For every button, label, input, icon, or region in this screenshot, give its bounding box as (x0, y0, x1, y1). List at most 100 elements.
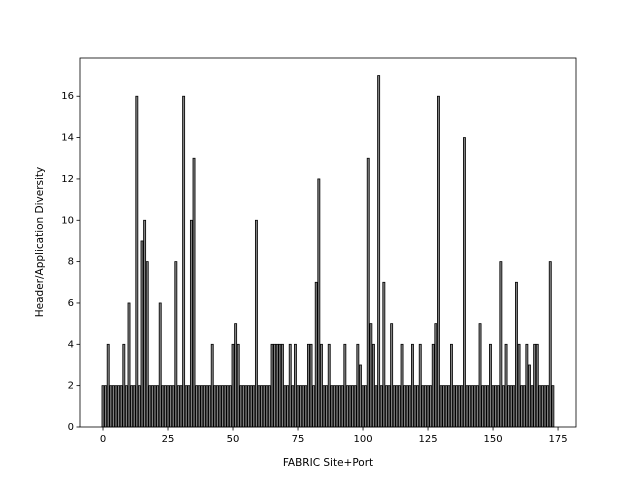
bar (361, 385, 365, 428)
bar (398, 385, 401, 428)
bar (210, 343, 214, 428)
bar (377, 75, 381, 428)
bar (369, 323, 373, 428)
bar (114, 385, 118, 428)
x-tick-label: 150 (484, 434, 503, 445)
bar (525, 343, 529, 428)
bar (234, 323, 238, 428)
bar (137, 385, 141, 428)
bar (223, 385, 227, 428)
bar (348, 385, 352, 428)
bar (156, 385, 160, 428)
bar (478, 323, 482, 428)
bar (473, 385, 477, 428)
plot-frame (79, 57, 577, 428)
bar (101, 385, 105, 428)
bar (379, 385, 383, 428)
y-tick-label: 4 (68, 339, 74, 350)
bar (491, 385, 495, 428)
bar (150, 385, 154, 428)
bar (192, 157, 196, 428)
bar (413, 385, 417, 428)
bar (457, 385, 461, 428)
bar (143, 219, 147, 428)
bar (288, 343, 292, 428)
bar (437, 95, 440, 428)
bar (231, 343, 235, 428)
bar (395, 385, 399, 428)
bar (104, 385, 108, 428)
bar (486, 385, 490, 428)
x-tick-label: 75 (292, 434, 305, 445)
bar (148, 385, 152, 428)
bar (270, 343, 274, 428)
bar (520, 385, 524, 428)
bar (385, 385, 388, 428)
bar (489, 343, 492, 428)
y-axis-label: Header/Application Diversity (34, 167, 46, 318)
x-axis-label: FABRIC Site+Port (283, 457, 373, 469)
bar (296, 385, 300, 428)
bar (130, 385, 134, 428)
bar (400, 343, 404, 428)
x-tick-label: 50 (227, 434, 240, 445)
bar (127, 302, 131, 428)
bar (247, 385, 251, 428)
bar (205, 385, 209, 428)
bar (442, 385, 446, 428)
bar (530, 385, 534, 428)
x-tick-label: 25 (162, 434, 175, 445)
bar (106, 343, 110, 428)
bar (353, 385, 357, 428)
bar (483, 385, 487, 428)
bar (109, 385, 113, 428)
bar (452, 385, 456, 428)
bar (499, 261, 503, 428)
bar (195, 385, 199, 428)
bar (161, 385, 165, 428)
bar (444, 385, 448, 428)
bar (132, 385, 136, 428)
bar (241, 385, 245, 428)
bar (239, 385, 243, 428)
bar (468, 385, 472, 428)
bar (515, 281, 518, 428)
bar (153, 385, 157, 428)
bar (463, 137, 466, 428)
bar (481, 385, 485, 428)
bar (213, 385, 217, 428)
bar (408, 385, 412, 428)
bar (465, 385, 469, 428)
bar (496, 385, 500, 428)
bar (275, 343, 279, 428)
bar (343, 343, 347, 428)
bar (273, 343, 277, 428)
bar (145, 261, 149, 428)
bar (306, 343, 310, 428)
bar (546, 385, 550, 428)
bar (187, 385, 191, 428)
bar (431, 343, 435, 428)
y-tick-label: 12 (61, 174, 74, 185)
bar (197, 385, 201, 428)
bar (291, 385, 295, 428)
bar (364, 385, 368, 428)
bar (176, 385, 180, 428)
bar (226, 385, 230, 428)
bar (327, 343, 331, 428)
bar (257, 385, 261, 428)
bar (278, 343, 282, 428)
bar (254, 219, 258, 428)
bar (387, 385, 391, 428)
bar (304, 385, 308, 428)
bar (228, 385, 232, 428)
bar (517, 343, 521, 428)
bar (111, 385, 115, 428)
bar (215, 385, 219, 428)
bar (184, 385, 188, 428)
bar (424, 385, 427, 428)
bar (421, 385, 425, 428)
bar (335, 385, 339, 428)
bar (509, 385, 513, 428)
bar (260, 385, 264, 428)
